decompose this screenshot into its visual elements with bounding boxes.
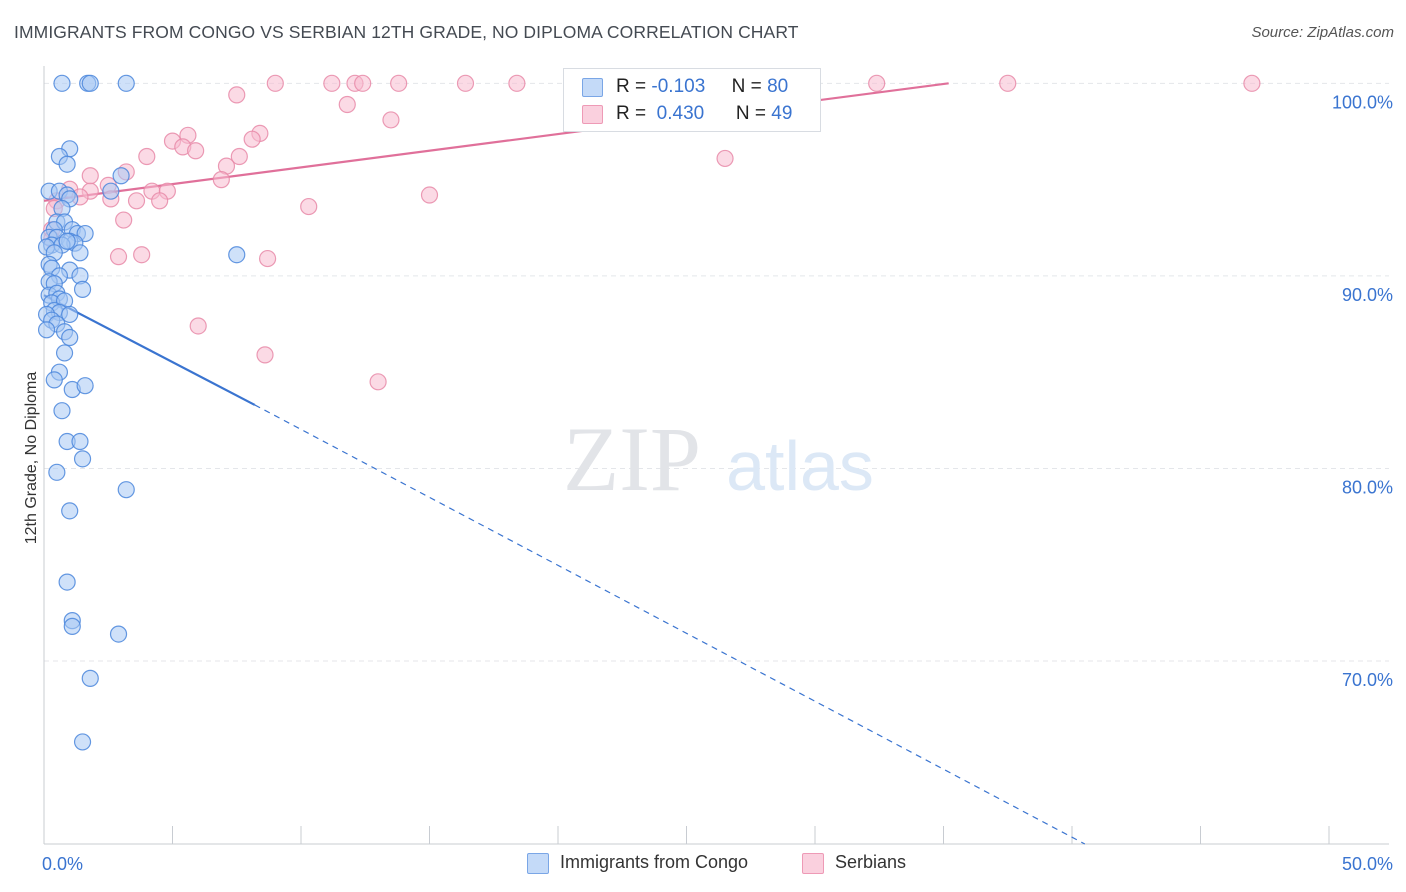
serbian-point [390, 74, 408, 92]
x-tick-label: 50.0% [1342, 854, 1393, 874]
data-points [37, 74, 1261, 751]
serbian-point [354, 74, 372, 92]
legend-r-value-congo: -0.103 [651, 76, 706, 97]
congo-point [73, 280, 92, 298]
serbian-point [338, 95, 356, 114]
serbian-point [716, 149, 734, 168]
series-swatch-congo [527, 853, 549, 874]
legend-r-label: R = [616, 76, 647, 97]
axes [43, 66, 1389, 845]
congo-point [73, 450, 92, 468]
watermark-atlas: atlas [726, 427, 874, 505]
serbian-point [999, 74, 1017, 92]
watermark-zip: ZIP [563, 408, 701, 510]
x-tick-label: 0.0% [42, 854, 83, 874]
legend-swatch-serbians [582, 105, 603, 124]
chart-title: IMMIGRANTS FROM CONGO VS SERBIAN 12TH GR… [14, 22, 799, 42]
series-legend: Immigrants from Congo Serbians [0, 851, 1406, 877]
congo-point [61, 305, 79, 324]
serbian-point [81, 167, 99, 185]
congo-point [37, 321, 56, 339]
congo-point [102, 182, 120, 200]
congo-point [58, 573, 76, 591]
congo-point [112, 167, 130, 185]
congo-point [81, 74, 99, 92]
serbian-point [508, 74, 526, 92]
legend-n-value-serbians: 49 [771, 103, 793, 124]
legend-n-label: N = [731, 76, 762, 97]
congo-point [53, 74, 71, 92]
congo-point [58, 232, 76, 250]
legend-r-label: R = [616, 103, 647, 124]
congo-point [48, 463, 66, 481]
congo-point [61, 328, 79, 347]
legend-n-label: N = [735, 103, 767, 124]
tick-labels: 100.0% 90.0% 80.0% 70.0% 0.0% 50.0% [42, 92, 1393, 874]
serbian-point [189, 317, 207, 335]
serbian-point [127, 192, 146, 210]
congo-point [73, 733, 92, 751]
congo-trend-extension [254, 404, 1086, 845]
serbian-point [369, 373, 387, 391]
serbian-point [115, 211, 133, 229]
serbian-point [256, 346, 274, 364]
congo-point [109, 625, 128, 643]
serbian-point [456, 74, 475, 92]
serbian-point [420, 186, 439, 204]
congo-point [81, 669, 99, 687]
serbian-point [212, 171, 230, 189]
legend-r-value-serbians: 0.430 [656, 103, 705, 124]
serbian-point [300, 197, 318, 216]
congo-point [117, 74, 135, 92]
series-label-congo: Immigrants from Congo [560, 852, 749, 872]
congo-trend-line [43, 294, 256, 406]
serbian-point [323, 74, 341, 92]
congo-point [53, 402, 71, 420]
y-tick-label: 100.0% [1332, 92, 1393, 112]
serbian-point [868, 74, 886, 92]
congo-point [228, 246, 246, 264]
correlation-legend: R = -0.103 N = 80 R = 0.430 N = 49 [563, 68, 821, 132]
y-tick-label: 80.0% [1342, 477, 1393, 497]
congo-point [58, 155, 76, 173]
serbian-point [258, 249, 277, 268]
congo-point [71, 432, 89, 451]
grid-lines [44, 82, 1389, 662]
congo-point [63, 617, 81, 635]
congo-point [55, 344, 74, 362]
y-tick-label: 90.0% [1342, 285, 1393, 305]
congo-point [117, 481, 135, 499]
congo-point [45, 371, 63, 389]
legend-n-value-congo: 80 [767, 76, 789, 97]
serbian-point [228, 86, 246, 104]
serbian-point [382, 111, 400, 129]
chart-source: Source: ZipAtlas.com [1251, 24, 1394, 41]
serbian-point [109, 248, 128, 266]
watermark: ZIP atlas [563, 408, 874, 510]
serbian-point [266, 74, 284, 92]
serbian-point [230, 147, 248, 166]
serbian-point [138, 147, 156, 166]
legend-swatch-congo [582, 78, 603, 97]
serbian-point [187, 142, 205, 160]
serbian-point [151, 192, 169, 210]
congo-point [71, 244, 89, 262]
series-label-serbians: Serbians [835, 852, 907, 872]
congo-point [76, 377, 94, 395]
serbian-point [1243, 74, 1261, 92]
series-swatch-serbians [802, 853, 824, 874]
congo-point [61, 502, 79, 520]
serbian-point [133, 246, 151, 264]
y-tick-label: 70.0% [1342, 670, 1393, 690]
serbian-point [243, 130, 261, 148]
